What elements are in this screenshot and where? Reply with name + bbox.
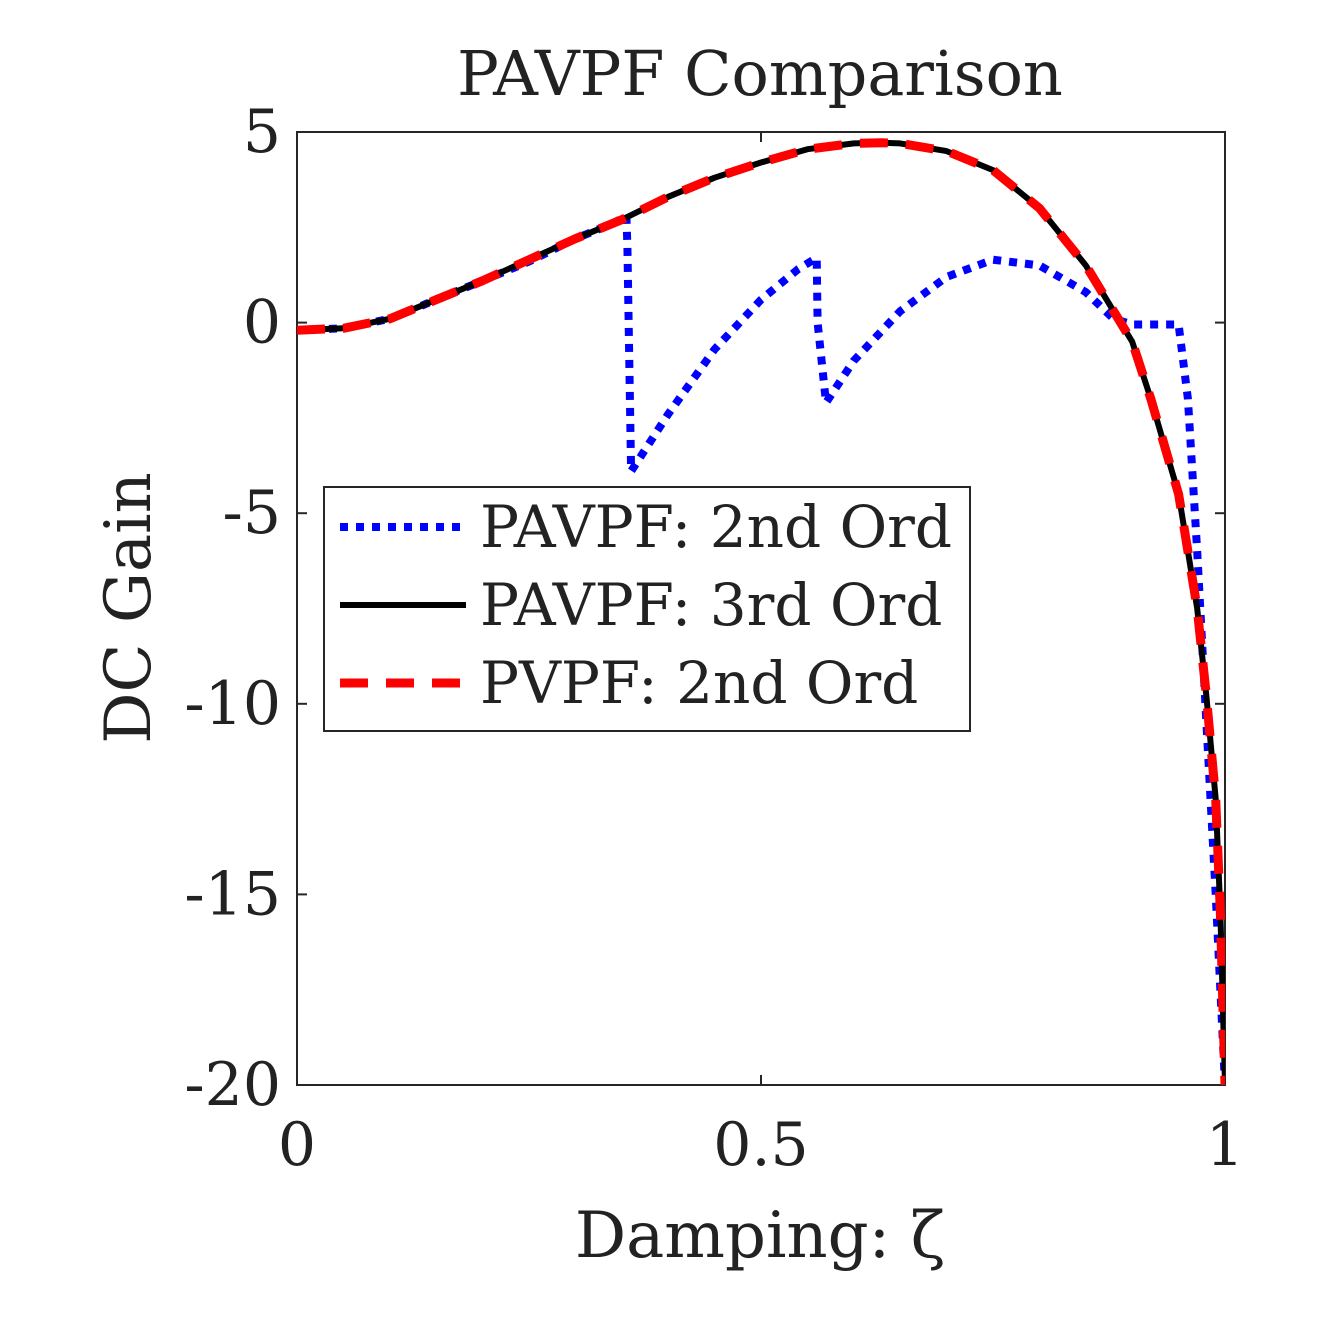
y-tick-label: -20	[184, 1050, 281, 1120]
x-axis-label: Damping: ζ	[575, 1199, 945, 1273]
series-layer	[297, 138, 1225, 1085]
legend-box	[323, 486, 971, 732]
y-tick-label: -10	[184, 669, 281, 739]
y-tick-label: 0	[243, 288, 281, 358]
y-tick-label: 5	[243, 97, 281, 167]
x-tick-label: 0.5	[713, 1110, 808, 1180]
y-axis-label: DC Gain	[92, 472, 166, 744]
legend-label: PAVPF: 2nd Ord	[480, 493, 952, 561]
x-tick-label: 0	[278, 1110, 316, 1180]
x-tick-label: 1	[1206, 1110, 1244, 1180]
chart-title: PAVPF Comparison	[457, 37, 1063, 110]
axis-ticks: 0 0.5 1 5 0 -5 -10 -15 -20	[184, 97, 1244, 1180]
legend-label: PVPF: 2nd Ord	[480, 649, 918, 717]
legend: PAVPF: 2nd Ord PAVPF: 3rd Ord PVPF: 2nd Or…	[323, 486, 971, 732]
y-tick-label: -5	[223, 478, 281, 548]
series-line-3	[297, 138, 1225, 1085]
legend-label: PAVPF: 3rd Ord	[480, 571, 942, 639]
y-tick-label: -15	[184, 859, 281, 929]
